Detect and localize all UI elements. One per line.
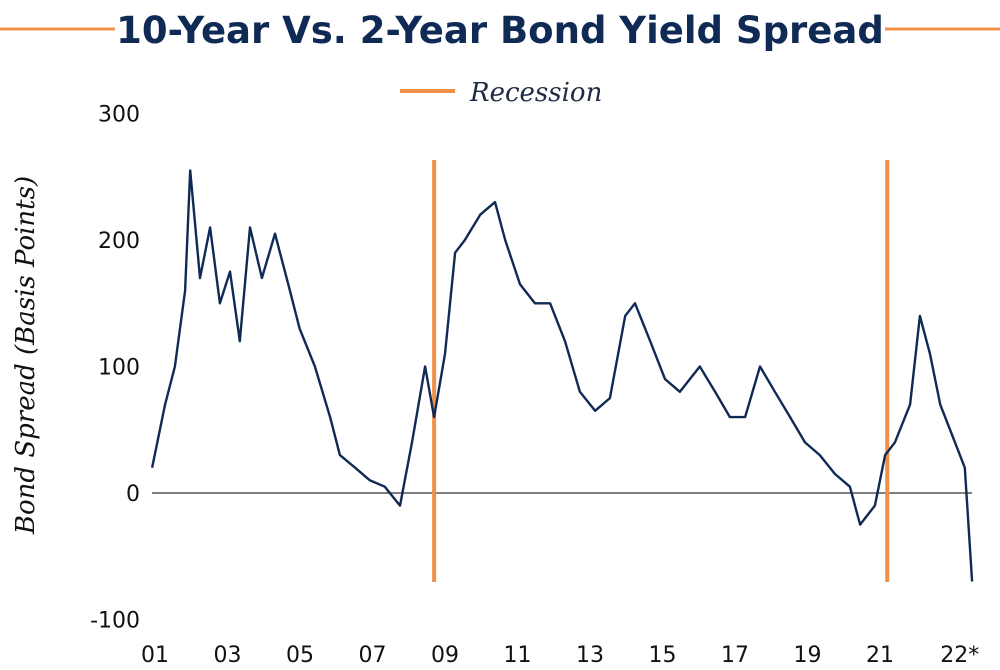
y-axis-label: Bond Spread (Basis Points)	[11, 176, 41, 535]
y-tick-label: 300	[98, 103, 140, 128]
x-tick-label: 19	[794, 643, 822, 668]
x-tick-label: 01	[141, 643, 169, 668]
x-tick-label: 03	[214, 643, 242, 668]
x-tick-label: 22*	[940, 643, 979, 668]
x-tick-label: 05	[286, 643, 314, 668]
y-tick-label: 0	[126, 482, 140, 507]
x-tick-label: 21	[866, 643, 894, 668]
x-tick-label: 13	[576, 643, 604, 668]
y-tick-label: 200	[98, 229, 140, 254]
x-tick-label: 15	[649, 643, 677, 668]
y-tick-label: 100	[98, 356, 140, 381]
y-tick-label: -100	[90, 609, 140, 634]
chart-title: 10-Year Vs. 2-Year Bond Yield Spread	[116, 9, 884, 52]
x-tick-label: 17	[721, 643, 749, 668]
x-tick-label: 11	[504, 643, 532, 668]
x-tick-label: 09	[431, 643, 459, 668]
legend-label-recession: Recession	[469, 78, 602, 108]
x-tick-label: 07	[359, 643, 387, 668]
series-line-spread	[150, 169, 974, 582]
